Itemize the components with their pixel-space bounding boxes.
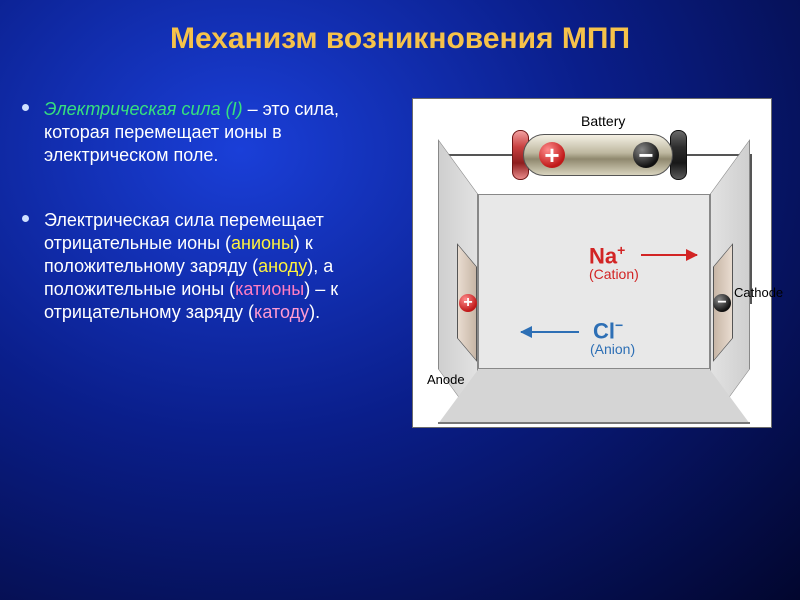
slide: Механизм возникновения МПП Электрическая… [0, 0, 800, 600]
cathode-label: Cathode [734, 285, 783, 300]
term-electric-force: Электрическая сила (I) [44, 99, 243, 119]
term-cation: катионы [235, 279, 304, 299]
anion-sublabel: (Anion) [590, 341, 635, 357]
plus-icon: + [459, 294, 477, 312]
wire [750, 154, 752, 304]
electrolysis-diagram: Battery + − + − Anode C [412, 98, 772, 428]
term-cathode: катоду [254, 302, 309, 322]
minus-icon: − [713, 294, 731, 312]
cation-sublabel: (Cation) [589, 266, 639, 282]
cl-charge: − [615, 317, 623, 333]
bullet-icon [22, 104, 29, 111]
paragraph-2: Электрическая сила перемещает отрицатель… [22, 209, 394, 324]
cl-text: Cl [593, 318, 615, 343]
battery-label: Battery [581, 113, 625, 129]
tank-front-edge [438, 422, 750, 424]
term-anion: анионы [231, 233, 294, 253]
plus-icon: + [539, 142, 565, 168]
content-row: Электрическая сила (I) – это сила, котор… [0, 98, 800, 428]
paragraph-1: Электрическая сила (I) – это сила, котор… [22, 98, 394, 167]
na-text: Na [589, 243, 617, 268]
p2-t5: ). [309, 302, 320, 322]
tank-floor [438, 369, 750, 424]
na-charge: + [617, 242, 625, 258]
diagram-column: Battery + − + − Anode C [412, 98, 772, 428]
term-anode: аноду [258, 256, 307, 276]
arrow-left-icon [521, 331, 579, 333]
slide-title: Механизм возникновения МПП [0, 0, 800, 56]
text-column: Электрическая сила (I) – это сила, котор… [22, 98, 394, 428]
minus-icon: − [633, 142, 659, 168]
bullet-icon [22, 215, 29, 222]
arrow-right-icon [641, 254, 697, 256]
anode-label: Anode [427, 372, 465, 387]
wire [443, 154, 512, 156]
